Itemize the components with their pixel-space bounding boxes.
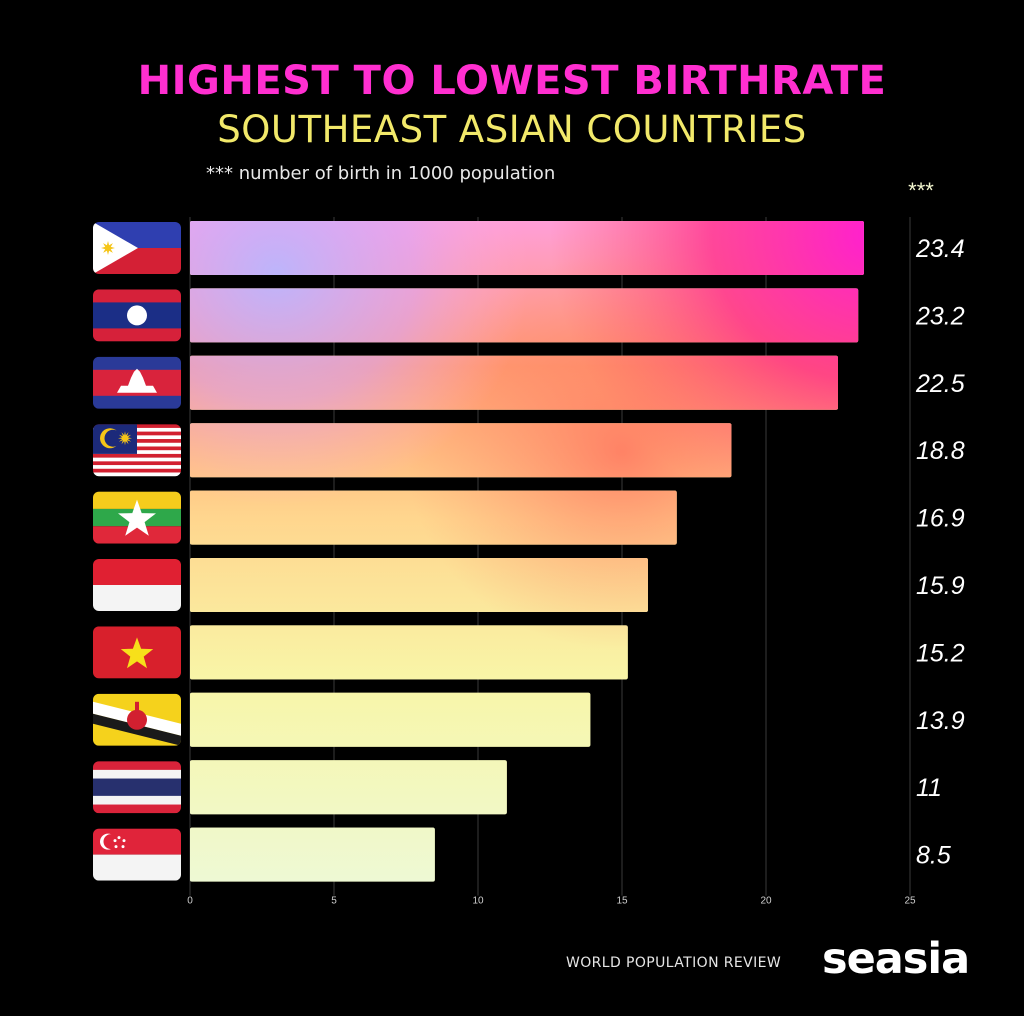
x-axis-ticks: 0 5 10 15 20 25	[187, 896, 916, 907]
value-label-2: 23.2	[915, 302, 965, 330]
chart-subtitle: SOUTHEAST ASIAN COUNTRIES	[217, 108, 807, 151]
value-column-label: ***	[908, 178, 934, 203]
bar-fill-gradient	[190, 221, 864, 882]
singapore-flag-icon	[93, 828, 181, 881]
brunei-flag-icon	[93, 693, 181, 746]
value-label-8: 13.9	[916, 707, 965, 735]
value-labels: 23.4 23.2 22.5 18.8 16.9 15.9 15.2 13.9 11 8.5	[915, 235, 965, 870]
value-label-1: 23.4	[915, 235, 965, 263]
philippines-flag-icon	[93, 222, 181, 274]
cambodia-flag-icon	[93, 356, 181, 409]
laos-flag-icon	[93, 289, 181, 342]
x-tick-label-20: 20	[760, 896, 772, 907]
x-tick-label-5: 5	[331, 896, 337, 907]
value-label-9: 11	[916, 774, 942, 802]
malaysia-flag-icon	[93, 424, 181, 477]
value-label-7: 15.2	[916, 639, 965, 667]
value-label-10: 8.5	[916, 842, 951, 870]
vietnam-flag-icon	[93, 626, 181, 679]
x-tick-label-0: 0	[187, 896, 193, 907]
source-credit: WORLD POPULATION REVIEW	[566, 955, 782, 971]
x-tick-label-10: 10	[472, 896, 484, 907]
gradient-magenta	[190, 221, 864, 882]
bars	[190, 221, 864, 882]
x-tick-label-15: 15	[616, 896, 628, 907]
value-label-4: 18.8	[916, 437, 965, 465]
chart-title: HIGHEST TO LOWEST BIRTHRATE	[137, 58, 887, 104]
value-label-6: 15.9	[916, 572, 965, 600]
thailand-flag-icon	[93, 761, 181, 814]
brand-logo: seasia	[822, 934, 970, 984]
flags	[93, 222, 181, 881]
value-label-5: 16.9	[916, 505, 965, 533]
unit-note: *** number of birth in 1000 population	[206, 163, 556, 184]
x-tick-label-25: 25	[904, 896, 916, 907]
myanmar-flag-icon	[93, 491, 181, 544]
indonesia-flag-icon	[93, 559, 181, 611]
value-label-3: 22.5	[915, 370, 965, 398]
